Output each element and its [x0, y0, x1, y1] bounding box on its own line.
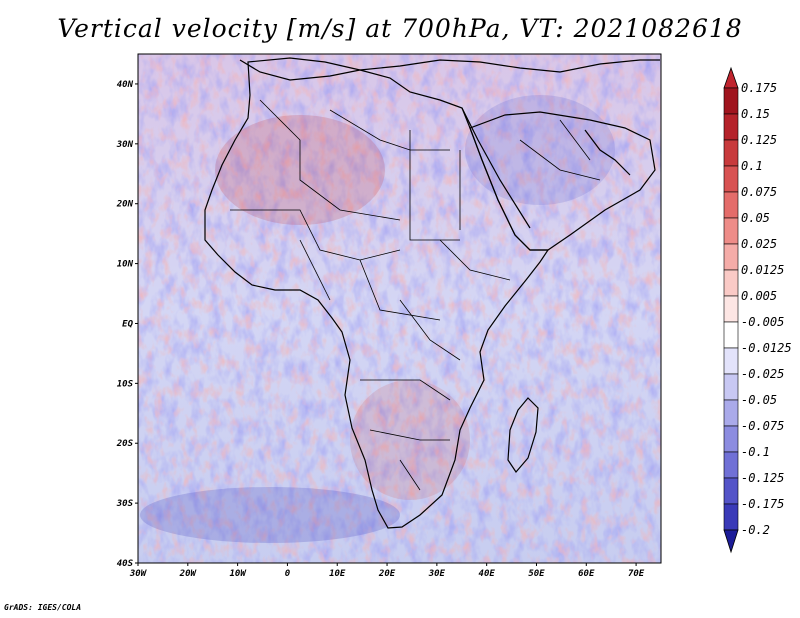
colorbar-min-arrow [723, 529, 739, 554]
colorbar-segment [723, 477, 739, 505]
colorbar-segment [723, 269, 739, 297]
lon-tick-label: 70E [628, 569, 645, 579]
lat-tick-label: 40S [117, 559, 134, 569]
europe-coastline [239, 59, 660, 81]
colorbar-label: 0.1 [741, 159, 763, 173]
colorbar-label: 0.125 [741, 133, 777, 147]
madagascar-coastline [507, 397, 539, 473]
colorbar-label: -0.075 [741, 419, 784, 433]
lat-tick-label: 10N [117, 260, 134, 270]
persian-gulf [584, 129, 631, 176]
colorbar-segment [723, 425, 739, 453]
colorbar-max-arrow [723, 66, 739, 89]
colorbar-label: 0.175 [741, 81, 777, 95]
colorbar-label: -0.05 [741, 393, 777, 407]
red-sea [461, 107, 531, 229]
lat-tick-label: 30S [116, 499, 134, 509]
colorbar-segment [723, 243, 739, 271]
lat-tick-label: 30N [116, 140, 134, 150]
lat-tick-label: 20S [116, 439, 134, 449]
colorbar-label: 0.025 [741, 237, 777, 251]
field-southern-africa-activity [350, 380, 470, 500]
colorbar: 0.175 0.15 0.125 0.1 0.075 0.05 0.025 0.0125 0.0… [723, 66, 792, 554]
lon-tick-label: 30W [129, 569, 148, 579]
lon-tick-label: 50E [528, 569, 545, 579]
field-south-atlantic-band [140, 487, 400, 543]
colorbar-segment [723, 87, 739, 115]
colorbar-label: -0.0125 [741, 341, 792, 355]
lat-tick-label: 10S [117, 379, 134, 389]
colorbar-segment [723, 347, 739, 375]
field-arabia-activity [465, 95, 615, 205]
colorbar-label: 0.05 [741, 211, 770, 225]
lat-tick-label: 20N [116, 200, 134, 210]
lat-tick-label: EQ [122, 319, 133, 329]
colorbar-segment [723, 399, 739, 427]
colorbar-label: -0.025 [741, 367, 784, 381]
plot-frame [137, 53, 662, 564]
lon-tick-label: 10E [329, 569, 346, 579]
colorbar-segment [723, 451, 739, 479]
lon-tick-label: 20W [179, 569, 198, 579]
colorbar-label: -0.1 [741, 445, 770, 459]
colorbar-segment [723, 217, 739, 245]
colorbar-label: -0.2 [741, 523, 770, 537]
arabia-coastline [469, 111, 656, 251]
lon-tick-label: 30E [428, 569, 446, 579]
colorbar-label: -0.175 [741, 497, 784, 511]
colorbar-label: 0.15 [741, 107, 770, 121]
colorbar-label: -0.125 [741, 471, 784, 485]
colorbar-segment [723, 503, 739, 531]
colorbar-segment [723, 165, 739, 193]
map-title: Vertical velocity [m/s] at 700hPa, VT: 2… [57, 14, 743, 43]
lon-tick-label: 0 [285, 569, 291, 579]
colorbar-segment [723, 191, 739, 219]
colorbar-label: 0.005 [741, 289, 777, 303]
colorbar-label: 0.075 [741, 185, 777, 199]
lon-tick-label: 40E [479, 569, 496, 579]
lon-tick-label: 60E [578, 569, 595, 579]
lon-tick-label: 20E [378, 569, 396, 579]
grads-credit: GrADS: IGES/COLA [4, 603, 82, 612]
colorbar-label: -0.005 [741, 315, 784, 329]
colorbar-segment [723, 139, 739, 167]
colorbar-segment [723, 113, 739, 141]
axis-ticks: 30W 20W 10W 0 10E 20E 30E 40E 50E 60E 70E 40N 30N 20N… [116, 80, 645, 579]
colorbar-label: 0.0125 [741, 263, 784, 277]
colorbar-segment [723, 295, 739, 323]
colorbar-segment [723, 373, 739, 401]
lon-tick-label: 10W [229, 569, 247, 579]
country-borders [230, 99, 601, 491]
lat-tick-label: 40N [117, 80, 134, 90]
colorbar-segment [723, 321, 739, 349]
map-plot-area [138, 54, 661, 563]
coastlines [204, 57, 660, 529]
